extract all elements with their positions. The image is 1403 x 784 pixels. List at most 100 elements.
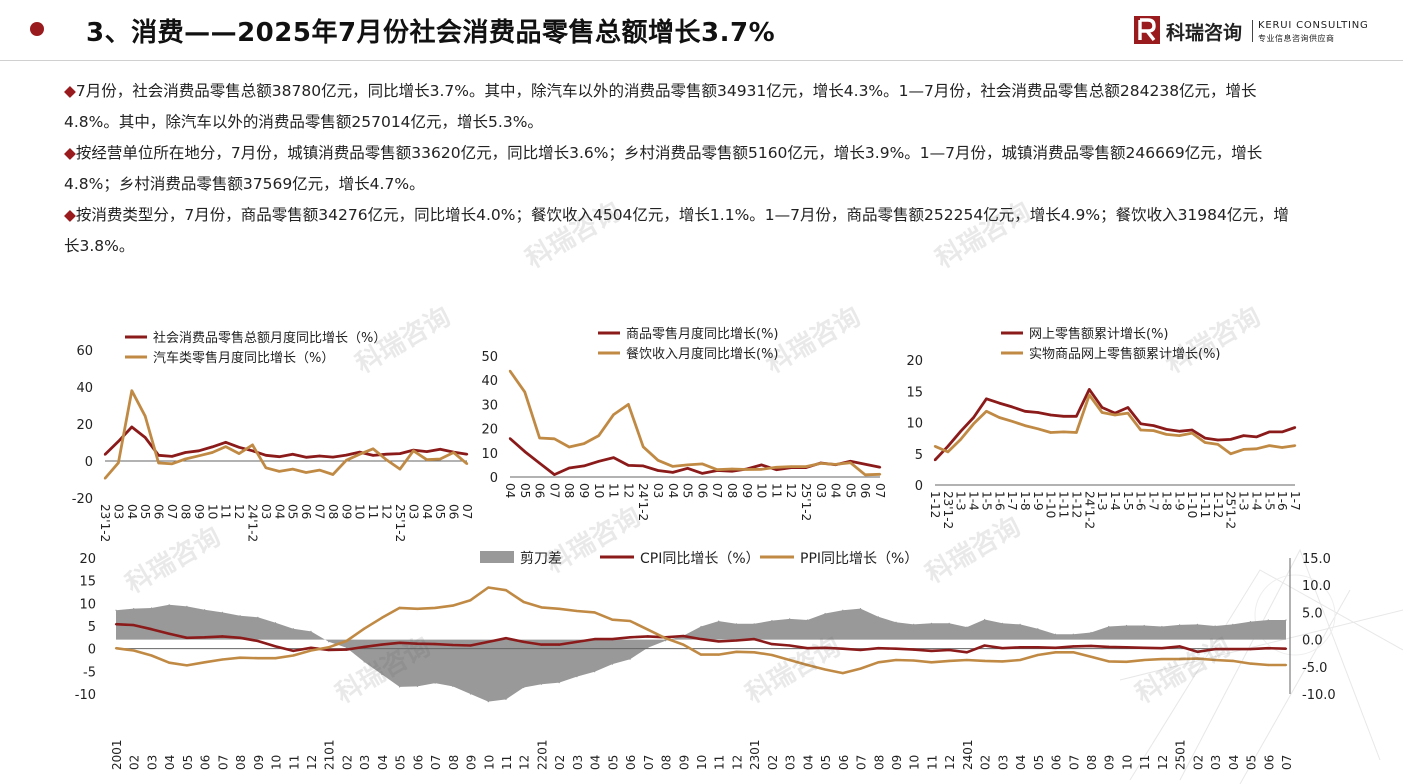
data-point	[251, 443, 254, 447]
data-point	[363, 627, 366, 630]
brand-name-cn: 科瑞咨询	[1166, 22, 1243, 44]
x-tick-label: 06	[199, 755, 213, 770]
data-point	[1190, 428, 1194, 432]
chart-online-retail-growth: 网上零售额累计增长(%) 实物商品网上零售额累计增长(%) 20 15 10 5 0 1-12…	[895, 318, 1315, 553]
data-point	[1293, 444, 1297, 447]
data-point	[380, 643, 383, 646]
data-point	[985, 410, 988, 413]
chart-svg: 社会消费品零售总额月度同比增长（%） 汽车类零售月度同比增长（%） 60 40 20 0 -…	[72, 330, 474, 542]
data-point	[184, 451, 187, 454]
y-tick-label-right: -5.0	[1302, 661, 1327, 676]
data-point	[948, 622, 950, 624]
x-tick-label: 12	[305, 755, 319, 770]
x-tick-label: 03	[145, 755, 159, 770]
data-point	[819, 462, 822, 465]
data-point	[864, 463, 867, 466]
data-point	[553, 437, 556, 440]
data-point	[144, 415, 147, 418]
data-point	[788, 644, 791, 647]
data-point	[1178, 430, 1181, 433]
x-tick-label: 2101	[323, 739, 337, 770]
x-tick-label: 12	[943, 755, 957, 770]
data-point	[540, 643, 543, 646]
data-point	[538, 462, 541, 465]
data-point	[789, 618, 791, 620]
data-point	[1036, 646, 1039, 649]
x-tick-label: 09	[192, 504, 206, 519]
x-tick-label: 03	[784, 755, 798, 770]
y-tick-label-left: 15	[79, 575, 96, 590]
data-point	[1242, 448, 1245, 451]
data-point	[701, 472, 704, 475]
bullet-item: ◆按经营单位所在地分，7月份，城镇消费品零售额33620亿元，同比增长3.6%；…	[64, 138, 1304, 200]
x-tick-label: 02	[979, 755, 993, 770]
data-point	[184, 457, 187, 461]
x-tick-label: 2301	[748, 739, 762, 770]
y-tick-label-left: 5	[88, 620, 96, 635]
data-point	[1214, 625, 1216, 627]
series-line	[508, 370, 881, 477]
bullet-item: ◆7月份，社会消费品零售总额38780亿元，同比增长3.7%。其中，除汽车以外的…	[64, 76, 1304, 138]
x-tick-label: 02	[1191, 755, 1205, 770]
data-point	[972, 416, 975, 419]
x-tick-label: 11	[769, 483, 783, 498]
y-tick-label: 10	[906, 417, 923, 432]
data-point	[185, 664, 188, 667]
data-point	[629, 619, 632, 623]
x-tick-label: 10	[353, 504, 367, 519]
data-point	[1010, 405, 1014, 409]
data-point	[770, 653, 774, 657]
data-point	[1001, 660, 1004, 663]
x-tick-label: 25'1-2	[1224, 491, 1238, 529]
data-point	[168, 604, 170, 606]
y-tick-label: 20	[76, 418, 93, 433]
data-point	[824, 668, 827, 671]
data-point	[278, 455, 281, 458]
data-point	[197, 449, 201, 452]
x-tick-label: 08	[872, 755, 886, 770]
data-point	[398, 641, 401, 644]
x-tick-label: 04	[666, 483, 680, 498]
data-point	[197, 454, 201, 457]
data-point	[115, 609, 117, 611]
legend-label: 网上零售额累计增长(%)	[1029, 326, 1169, 342]
x-tick-label: 11	[219, 504, 233, 519]
y-tick-label: 15	[906, 385, 923, 400]
data-point	[1216, 443, 1220, 446]
data-point	[1160, 658, 1163, 661]
data-point	[1113, 413, 1117, 417]
x-tick-label: 07	[429, 755, 443, 770]
data-point	[612, 456, 615, 459]
data-point	[1285, 619, 1287, 621]
data-point	[1075, 431, 1078, 434]
data-point	[1054, 633, 1057, 635]
data-point	[1089, 655, 1093, 658]
data-point	[895, 621, 897, 623]
data-point	[398, 467, 402, 471]
y-tick-label-left: 20	[79, 552, 96, 567]
data-point	[959, 438, 962, 441]
data-point	[264, 466, 268, 469]
x-tick-label: 23'1-2	[98, 504, 112, 542]
data-point	[1010, 420, 1014, 423]
x-tick-label: 12	[730, 755, 744, 770]
x-tick-label: 06	[533, 483, 547, 498]
data-point	[804, 465, 808, 468]
x-tick-label: 07	[547, 483, 561, 498]
y-tick-label: 5	[915, 448, 923, 463]
data-point	[399, 686, 401, 688]
data-point	[237, 446, 241, 449]
data-point	[912, 648, 915, 651]
x-tick-label: 02	[553, 755, 567, 770]
data-point	[371, 454, 375, 457]
data-point	[425, 458, 428, 461]
data-point	[416, 607, 419, 610]
data-point	[1249, 621, 1252, 623]
x-tick-label: 04	[1014, 755, 1028, 770]
data-point	[841, 672, 844, 675]
data-point	[1089, 644, 1093, 647]
kerui-logo-icon	[1134, 16, 1160, 44]
y-tick-label-right: 10.0	[1302, 579, 1331, 594]
data-point	[1284, 663, 1288, 667]
data-point	[132, 649, 135, 652]
